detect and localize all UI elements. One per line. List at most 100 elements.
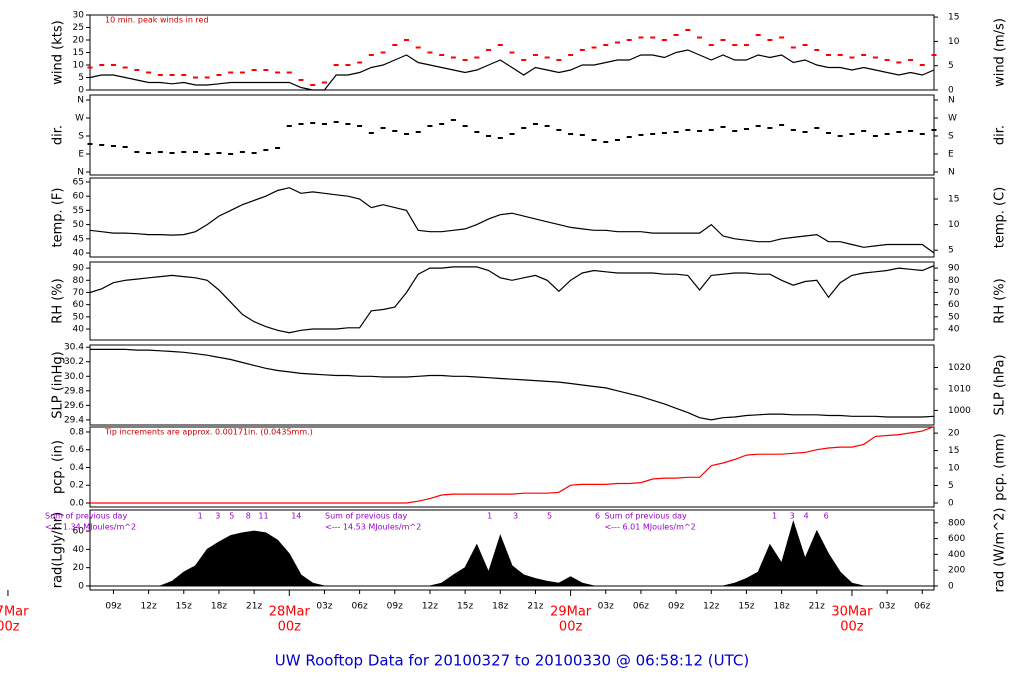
y2-tick-label: 0 [948, 86, 954, 96]
y2-tick-label: 10 [948, 220, 960, 230]
sum-label: Sum of previous day [605, 512, 687, 521]
hour-mark: 1 [772, 512, 777, 521]
y-tick-label: 25 [73, 23, 84, 33]
y-tick-label: N [77, 168, 84, 178]
x-day-label: 28Mar [269, 605, 311, 620]
x-day-hour: 00z [278, 620, 302, 635]
y2-axis-label: RH (%) [993, 278, 1008, 323]
hour-mark: 6 [824, 512, 829, 521]
hour-mark: 5 [547, 512, 552, 521]
x-tick-label: 21z [809, 602, 825, 612]
y-tick-label: 29.8 [64, 386, 84, 396]
panel-frame [89, 344, 935, 426]
y2-tick-label: 200 [948, 566, 965, 576]
x-tick-label: 03z [879, 602, 895, 612]
data-line [89, 187, 935, 254]
sum-label: <--- 14.53 MJoules/m^2 [325, 523, 421, 532]
x-tick-label: 03z [316, 602, 332, 612]
y-tick-label: 40 [73, 249, 85, 259]
x-day-hour: 00z [840, 620, 864, 635]
y2-tick-label: 40 [948, 325, 960, 335]
annotation: 10 min. peak winds in red [105, 16, 209, 25]
data-line [89, 265, 935, 334]
y-tick-label: 55 [73, 206, 84, 216]
y-tick-label: 65 [73, 177, 84, 187]
y-axis-label: temp. (F) [51, 188, 66, 248]
y-tick-label: N [77, 96, 84, 106]
y2-tick-label: N [948, 96, 955, 106]
hour-mark: 5 [229, 512, 234, 521]
y2-tick-label: S [948, 132, 954, 142]
sum-label: Sum of previous day [325, 512, 407, 521]
y-tick-label: 60 [73, 300, 85, 310]
y2-tick-label: W [948, 114, 957, 124]
y2-axis-label: dir. [993, 125, 1008, 145]
hour-mark: 4 [804, 512, 809, 521]
y-tick-label: 5 [78, 73, 84, 83]
data-line [90, 348, 935, 421]
y-tick-label: 50 [73, 220, 85, 230]
annotation: Tip increments are approx. 0.00171in. (0… [104, 428, 313, 437]
y-tick-label: 45 [73, 234, 84, 244]
y2-tick-label: N [948, 168, 955, 178]
y2-tick-label: 10 [948, 464, 960, 474]
x-tick-label: 06z [914, 602, 930, 612]
sum-label: <--- 6.01 MJoules/m^2 [605, 523, 696, 532]
y2-tick-label: 10 [948, 37, 960, 47]
y-tick-label: 60 [73, 527, 85, 537]
hour-mark: 3 [790, 512, 795, 521]
y2-tick-label: 15 [948, 195, 959, 205]
y2-tick-label: 20 [948, 429, 960, 439]
radiation-area [89, 520, 935, 587]
x-tick-label: 12z [703, 602, 719, 612]
x-tick-label: 06z [352, 602, 368, 612]
y-axis-label: RH (%) [51, 278, 66, 323]
x-tick-label: 21z [527, 602, 543, 612]
x-tick-label: 18z [211, 602, 227, 612]
y2-tick-label: 1000 [948, 406, 971, 416]
x-day-label: 27Mar [0, 605, 29, 620]
y2-axis-label: rad (W/m^2) [993, 508, 1008, 593]
x-tick-label: 18z [774, 602, 790, 612]
y-tick-label: 80 [73, 276, 85, 286]
sum-label: Sum of previous day [45, 512, 127, 521]
hour-mark: 11 [258, 512, 268, 521]
y-tick-label: 15 [73, 48, 84, 58]
y-axis-label: rad(Lgly/hr) [51, 512, 66, 588]
y-tick-label: 10 [73, 61, 85, 71]
y2-tick-label: 800 [948, 518, 965, 528]
x-tick-label: 15z [738, 602, 754, 612]
data-line [90, 426, 935, 504]
y-axis-label: wind (kts) [51, 20, 66, 84]
y2-tick-label: 70 [948, 288, 960, 298]
y-tick-label: 0.6 [70, 445, 85, 455]
hour-mark: 3 [215, 512, 220, 521]
x-tick-label: 12z [422, 602, 438, 612]
y2-tick-label: 5 [948, 246, 954, 256]
panel-frame [89, 509, 935, 591]
y2-tick-label: 0 [948, 499, 954, 509]
y2-axis-label: temp. (C) [993, 187, 1008, 249]
y-tick-label: 0.2 [70, 481, 84, 491]
y-tick-label: 20 [73, 36, 85, 46]
y-tick-label: 30.4 [64, 343, 84, 353]
y-tick-label: 29.4 [64, 415, 84, 425]
y2-axis-label: SLP (hPa) [993, 354, 1008, 415]
y2-tick-label: 15 [948, 446, 959, 456]
y2-tick-label: 1010 [948, 384, 971, 394]
page-title: UW Rooftop Data for 20100327 to 20100330… [275, 652, 749, 670]
y2-tick-label: 5 [948, 481, 954, 491]
x-tick-label: 18z [492, 602, 508, 612]
y2-axis-label: pcp. (mm) [993, 433, 1008, 500]
panel-frame [89, 177, 935, 258]
x-tick-label: 15z [457, 602, 473, 612]
y2-tick-label: 0 [948, 581, 954, 591]
panel-frame [89, 94, 935, 176]
y2-axis-label: wind (m/s) [993, 18, 1008, 87]
y-tick-label: 0 [78, 581, 84, 591]
y2-tick-label: 15 [948, 13, 959, 23]
data-line [89, 49, 935, 91]
y-tick-label: 40 [73, 545, 85, 555]
x-day-label: 30Mar [831, 605, 873, 620]
y2-tick-label: 60 [948, 300, 960, 310]
